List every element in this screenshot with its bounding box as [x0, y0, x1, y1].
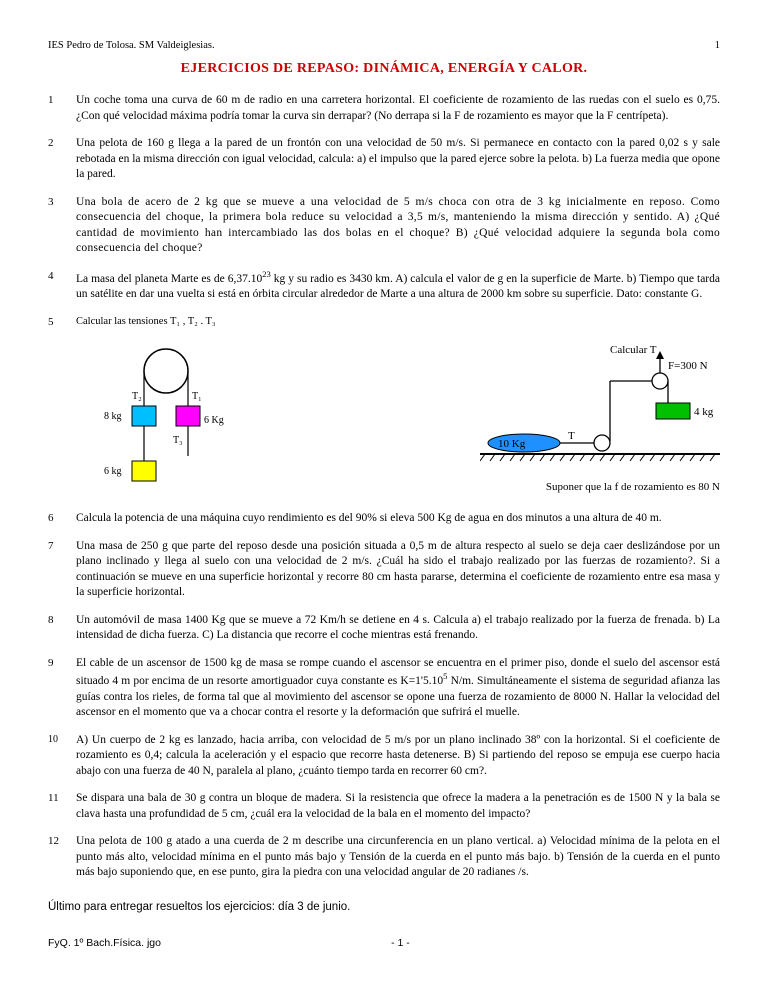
exercise-num: 12 — [48, 834, 76, 881]
t3-label: T₃ — [173, 435, 183, 446]
friction-note: Suponer que la f de rozamiento es 80 N — [480, 481, 720, 493]
table-svg: Calcular T F=300 N 4 kg 10 Kg T — [480, 341, 720, 471]
exercise-num: 6 — [48, 511, 76, 527]
exercise-7: 7 Una masa de 250 g que parte del reposo… — [48, 539, 720, 601]
footer-left: FyQ. 1º Bach.Física. jgo — [48, 937, 161, 949]
exercise-3: 3 Una bola de acero de 2 kg que se mueve… — [48, 195, 720, 257]
exercise-num: 9 — [48, 656, 76, 721]
m3-label: 6 kg — [104, 466, 122, 477]
exercise-text: Se dispara una bala de 30 g contra un bl… — [76, 791, 720, 822]
exercise-text: Un automóvil de masa 1400 Kg que se muev… — [76, 613, 720, 644]
pulley-svg: T₂ T₁ 8 kg 6 Kg T₃ 6 kg — [76, 341, 256, 491]
exercise-text: Un coche toma una curva de 60 m de radio… — [76, 93, 720, 124]
m1-label: 8 kg — [104, 411, 122, 422]
t2-label: T₂ — [132, 391, 142, 402]
mass-table-label: 10 Kg — [498, 438, 526, 450]
page-footer: FyQ. 1º Bach.Física. jgo - 1 - — [48, 937, 720, 949]
exercise-num: 4 — [48, 269, 76, 303]
t-label: T — [568, 430, 575, 442]
calc-t-label: Calcular T — [610, 344, 657, 356]
exercise-text: La masa del planeta Marte es de 6,37.102… — [76, 269, 720, 303]
exercise-num: 10 — [48, 733, 76, 780]
exercise-text: Una masa de 250 g que parte del reposo d… — [76, 539, 720, 601]
exercise-8: 8 Un automóvil de masa 1400 Kg que se mu… — [48, 613, 720, 644]
exercise-num: 11 — [48, 791, 76, 822]
pulley-diagram: T₂ T₁ 8 kg 6 Kg T₃ 6 kg — [76, 341, 256, 495]
exercise-5: 5 Calcular las tensiones T₁ , T₂ . T₃ — [48, 315, 720, 330]
exercise-num: 8 — [48, 613, 76, 644]
exercise-11: 11 Se dispara una bala de 30 g contra un… — [48, 791, 720, 822]
exercise-text: El cable de un ascensor de 1500 kg de ma… — [76, 656, 720, 721]
exercise-text: Una pelota de 160 g llega a la pared de … — [76, 136, 720, 183]
exercise-num: 1 — [48, 93, 76, 124]
exercise-num: 2 — [48, 136, 76, 183]
header-left: IES Pedro de Tolosa. SM Valdeiglesias. — [48, 40, 215, 51]
exercise-num: 3 — [48, 195, 76, 257]
page-header: IES Pedro de Tolosa. SM Valdeiglesias. 1 — [48, 40, 720, 51]
doc-title: EJERCICIOS DE REPASO: DINÁMICA, ENERGÍA … — [48, 61, 720, 77]
footer-center: - 1 - — [161, 937, 640, 949]
exercise-1: 1 Un coche toma una curva de 60 m de rad… — [48, 93, 720, 124]
exercise-4: 4 La masa del planeta Marte es de 6,37.1… — [48, 269, 720, 303]
header-page: 1 — [715, 40, 720, 51]
exercise-2: 2 Una pelota de 160 g llega a la pared d… — [48, 136, 720, 183]
exercise-6: 6 Calcula la potencia de una máquina cuy… — [48, 511, 720, 527]
t1-label: T₁ — [192, 391, 202, 402]
exercise-text: Una bola de acero de 2 kg que se mueve a… — [76, 195, 720, 257]
exercise-10: 10 A) Un cuerpo de 2 kg es lanzado, haci… — [48, 733, 720, 780]
m2-label: 6 Kg — [204, 415, 224, 426]
exercise-text: Calcula la potencia de una máquina cuyo … — [76, 511, 720, 527]
force-label: F=300 N — [668, 360, 708, 372]
diagrams-row: T₂ T₁ 8 kg 6 Kg T₃ 6 kg Calcular T F=300… — [76, 341, 720, 495]
mass-box-label: 4 kg — [694, 406, 714, 418]
exercise-num: 5 — [48, 315, 76, 330]
exercise-num: 7 — [48, 539, 76, 601]
deadline-note: Último para entregar resueltos los ejerc… — [48, 901, 720, 913]
exercise-text: Una pelota de 100 g atado a una cuerda d… — [76, 834, 720, 881]
exercise-9: 9 El cable de un ascensor de 1500 kg de … — [48, 656, 720, 721]
exercise-12: 12 Una pelota de 100 g atado a una cuerd… — [48, 834, 720, 881]
pulley-table-diagram: Calcular T F=300 N 4 kg 10 Kg T — [480, 341, 720, 495]
exercise-text: Calcular las tensiones T₁ , T₂ . T₃ — [76, 315, 720, 330]
exercise-text: A) Un cuerpo de 2 kg es lanzado, hacia a… — [76, 733, 720, 780]
